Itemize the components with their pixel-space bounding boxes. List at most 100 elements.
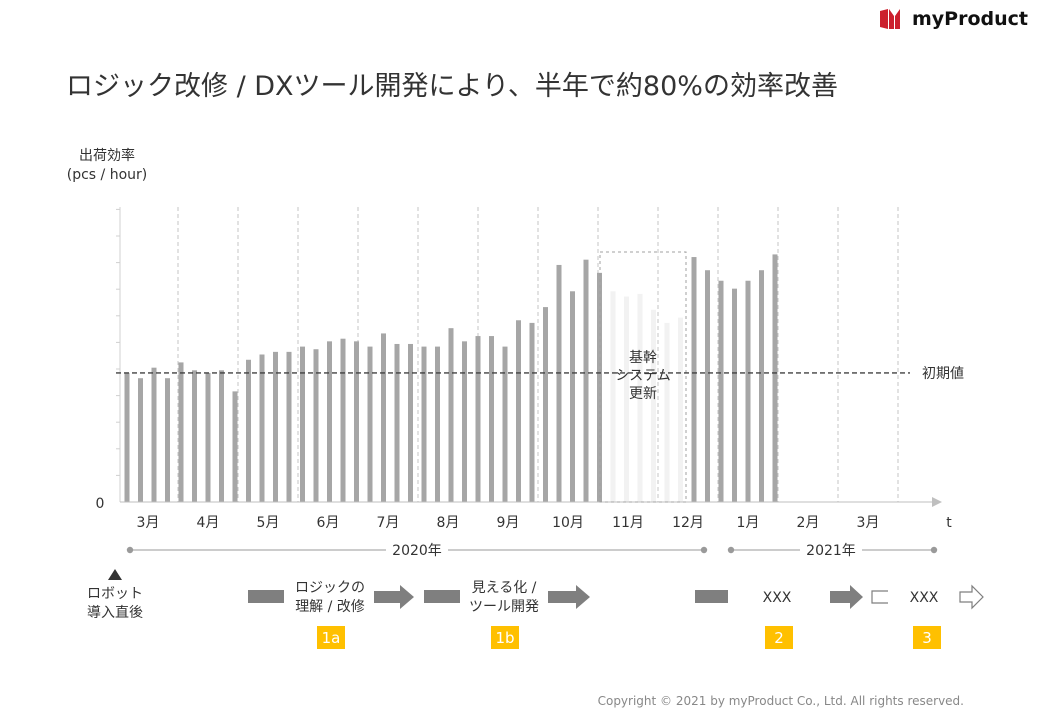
bar <box>543 307 548 502</box>
month-labels: 3月 4月 5月 6月 7月 8月 9月 10月 11月 12月 1月 2月 3月 <box>137 515 880 531</box>
phase-1b-badge <box>491 626 519 649</box>
month-label: 8月 <box>437 515 460 531</box>
phase-2-bar-icon <box>695 590 728 603</box>
phase-1b-badge-text: 1b <box>495 629 514 647</box>
x-axis-end-label: t <box>946 515 952 531</box>
slide-title: ロジック改修 / DXツール開発により、半年で約80%の効率改善 <box>66 71 838 102</box>
phase-2-arrow-icon <box>830 585 863 609</box>
bar <box>259 354 265 502</box>
bar <box>732 288 737 502</box>
phase-2-label: XXX <box>763 590 792 606</box>
bar <box>273 351 278 502</box>
robot-label-line1: ロボット <box>87 586 143 602</box>
y-zero-label: 0 <box>96 496 105 512</box>
phase-1a-badge <box>317 626 345 649</box>
year-2021-end-dot <box>930 546 938 554</box>
grid-lines <box>116 207 899 502</box>
bar <box>462 341 467 502</box>
brand-name: myProduct <box>911 8 1028 30</box>
bar <box>192 370 197 502</box>
bar <box>313 349 319 502</box>
year-2021-start-dot <box>727 546 735 554</box>
bar <box>421 346 427 502</box>
bar <box>772 254 778 502</box>
robot-label-line2: 導入直後 <box>87 604 143 621</box>
year-2020-end-dot <box>700 546 708 554</box>
phase-1a-arrow-icon <box>374 585 414 609</box>
brand-logo-icon <box>879 9 900 29</box>
month-label: 1月 <box>737 515 760 531</box>
phase-1a-bar-icon <box>248 590 284 603</box>
phase-1a-label-line1: ロジックの <box>295 580 365 596</box>
bar <box>138 378 143 502</box>
month-label: 2月 <box>797 515 820 531</box>
bar-faded <box>610 291 616 502</box>
highlight-label-line2: システム <box>615 368 671 384</box>
month-label: 9月 <box>497 515 520 531</box>
bar <box>570 291 575 502</box>
month-label: 10月 <box>552 515 584 531</box>
month-label: 3月 <box>857 515 880 531</box>
bar-faded <box>678 317 683 502</box>
phase-1b-label-line2: ツール開発 <box>469 599 539 615</box>
system-update-highlight-box <box>599 251 687 503</box>
phase-3-badge <box>913 626 941 649</box>
year-2020-label: 2020年 <box>392 543 442 559</box>
x-axis-arrow-icon <box>932 497 942 507</box>
bar <box>340 338 346 502</box>
robot-marker-icon <box>108 569 122 580</box>
phase-2-badge-text: 2 <box>774 629 784 647</box>
efficiency-chart: 出荷効率 (pcs / hour) 0 t 3月 4月 5月 6月 7月 8月 9月 10月 1… <box>67 147 984 649</box>
bar <box>246 359 251 502</box>
bar <box>705 270 710 502</box>
year-2021-label: 2021年 <box>806 543 856 559</box>
month-label: 12月 <box>672 515 704 531</box>
bar <box>435 346 440 502</box>
month-label: 4月 <box>197 515 220 531</box>
phase-3-badge-text: 3 <box>922 629 932 647</box>
bar <box>300 346 305 502</box>
month-label: 11月 <box>612 515 644 531</box>
month-label: 7月 <box>377 515 400 531</box>
highlight-label-line1: 基幹 <box>629 349 657 366</box>
bar <box>745 280 751 502</box>
bar <box>165 378 170 502</box>
bar <box>502 346 508 502</box>
bar <box>408 343 413 502</box>
month-label: 5月 <box>257 515 280 531</box>
bar <box>394 343 400 502</box>
phase-2-badge <box>765 626 793 649</box>
bar <box>205 372 211 502</box>
phase-3-label: XXX <box>910 590 939 606</box>
phase-1a-badge-text: 1a <box>322 629 341 647</box>
bar-faded <box>624 296 629 502</box>
brand-logo: myProduct <box>879 8 1028 30</box>
month-label: 3月 <box>137 515 160 531</box>
bar <box>124 372 130 502</box>
bar <box>381 333 386 502</box>
bar <box>556 264 562 502</box>
bar-series <box>124 254 778 502</box>
bar <box>516 320 521 502</box>
phase-1a-label-line2: 理解 / 改修 <box>295 599 365 615</box>
phase-3-arrow-outline-icon <box>959 584 984 610</box>
bar <box>759 270 764 502</box>
bar <box>448 328 454 502</box>
bar <box>367 346 373 502</box>
copyright-notice: Copyright © 2021 by myProduct Co., Ltd. … <box>597 694 964 708</box>
bar <box>529 322 535 502</box>
bar-faded <box>637 293 643 502</box>
bar <box>327 341 332 502</box>
bar <box>232 391 238 502</box>
bar-faded <box>664 322 670 502</box>
bar <box>583 259 589 502</box>
bar <box>489 336 494 502</box>
bar-faded <box>651 309 656 502</box>
phase-1b-arrow-icon <box>548 585 590 609</box>
y-axis-label-line2: (pcs / hour) <box>67 167 148 183</box>
bar <box>354 341 359 502</box>
phase-3-bar-outline-icon <box>871 590 888 604</box>
baseline-label: 初期値 <box>922 365 964 382</box>
chart-axes <box>119 207 942 507</box>
bar <box>475 336 481 502</box>
